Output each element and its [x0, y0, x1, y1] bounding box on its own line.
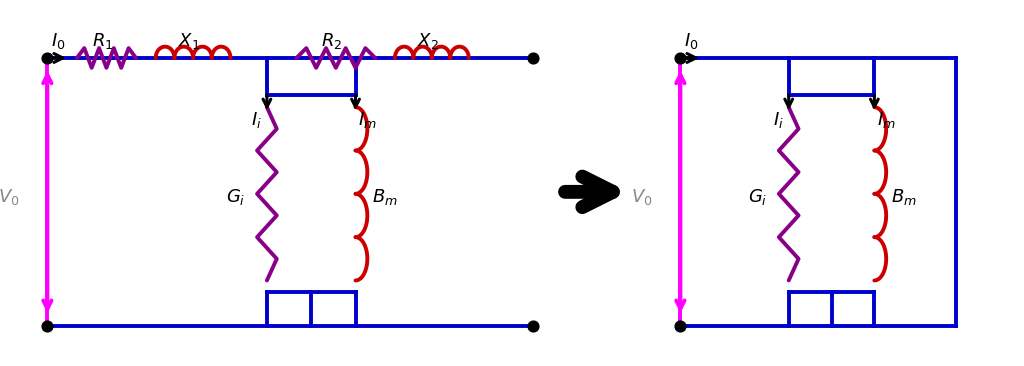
Point	[39, 323, 55, 329]
Text: $G_i$: $G_i$	[748, 187, 767, 207]
Text: $V_0$: $V_0$	[0, 187, 19, 207]
Text: $R_1$: $R_1$	[92, 31, 113, 51]
Point	[672, 323, 688, 329]
Text: $I_i$: $I_i$	[773, 110, 783, 130]
Text: $V_0$: $V_0$	[632, 187, 653, 207]
Text: $I_m$: $I_m$	[878, 110, 896, 130]
Text: $X_2$: $X_2$	[417, 31, 439, 51]
Text: $I_m$: $I_m$	[358, 110, 377, 130]
Text: $I_0$: $I_0$	[684, 31, 698, 51]
Text: $B_m$: $B_m$	[891, 187, 916, 207]
Text: $G_i$: $G_i$	[226, 187, 246, 207]
Point	[524, 55, 541, 61]
Text: $B_m$: $B_m$	[373, 187, 398, 207]
Point	[524, 323, 541, 329]
Text: $X_1$: $X_1$	[178, 31, 201, 51]
Text: $I_i$: $I_i$	[251, 110, 262, 130]
Text: $R_2$: $R_2$	[322, 31, 342, 51]
Point	[39, 55, 55, 61]
Text: $I_0$: $I_0$	[51, 31, 66, 51]
Point	[672, 55, 688, 61]
